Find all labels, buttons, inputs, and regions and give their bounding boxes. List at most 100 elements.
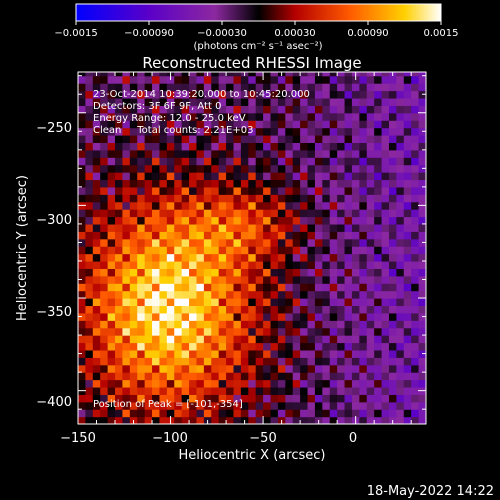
heatmap-cell (418, 223, 426, 232)
heatmap-cell (107, 172, 116, 181)
heatmap-cell (211, 172, 220, 181)
heatmap-cell (85, 349, 94, 358)
heatmap-cell (122, 209, 131, 218)
heatmap-cell (85, 134, 94, 143)
heatmap-cell (314, 127, 323, 136)
heatmap-cell (292, 149, 301, 158)
heatmap-cell (277, 134, 286, 143)
heatmap-cell (255, 372, 264, 381)
heatmap-cell (359, 305, 368, 314)
heatmap-cell (329, 209, 338, 218)
heatmap-cell (344, 157, 353, 166)
heatmap-cell (181, 105, 190, 114)
heatmap-cell (374, 379, 383, 388)
heatmap-cell (159, 157, 168, 166)
heatmap-cell (137, 327, 146, 336)
heatmap-cell (388, 290, 397, 299)
heatmap-cell (78, 75, 87, 84)
heatmap-cell (322, 268, 331, 277)
heatmap-cell (322, 253, 331, 262)
y-tick-label: −300 (36, 213, 72, 228)
heatmap-cell (337, 290, 346, 299)
heatmap-cell (166, 238, 175, 247)
heatmap-cell (152, 149, 161, 158)
heatmap-cell (351, 179, 360, 188)
heatmap-cell (329, 90, 338, 99)
heatmap-cell (218, 357, 227, 366)
y-tick-label: −350 (36, 305, 72, 320)
heatmap-cell (374, 320, 383, 329)
heatmap-cell (411, 120, 420, 129)
heatmap-cell (344, 149, 353, 158)
heatmap-cell (196, 134, 205, 143)
heatmap-cell (129, 246, 138, 255)
heatmap-cell (277, 342, 286, 351)
heatmap-cell (218, 260, 227, 269)
heatmap-cell (381, 201, 390, 210)
heatmap-cell (374, 90, 383, 99)
heatmap-cell (403, 216, 412, 225)
heatmap-cell (263, 90, 272, 99)
heatmap-cell (329, 164, 338, 173)
heatmap-cell (418, 172, 426, 181)
heatmap-cell (85, 260, 94, 269)
heatmap-cell (381, 394, 390, 403)
heatmap-cell (388, 379, 397, 388)
heatmap-cell (129, 127, 138, 136)
heatmap-cell (263, 290, 272, 299)
heatmap-cell (78, 372, 87, 381)
heatmap-cell (388, 194, 397, 203)
heatmap-cell (337, 201, 346, 210)
heatmap-cell (307, 97, 316, 106)
heatmap-cell (144, 201, 153, 210)
heatmap-cell (374, 372, 383, 381)
heatmap-cell (359, 372, 368, 381)
heatmap-cell (307, 253, 316, 262)
heatmap-cell (144, 246, 153, 255)
heatmap-cell (329, 379, 338, 388)
heatmap-cell (329, 312, 338, 321)
heatmap-cell (277, 157, 286, 166)
heatmap-cell (322, 83, 331, 92)
heatmap-cell (115, 394, 124, 403)
heatmap-cell (122, 127, 131, 136)
heatmap-cell (181, 409, 190, 418)
heatmap-cell (129, 253, 138, 262)
heatmap-cell (107, 372, 116, 381)
heatmap-cell (248, 305, 257, 314)
heatmap-cell (322, 275, 331, 284)
heatmap-cell (203, 312, 212, 321)
heatmap-cell (381, 231, 390, 240)
heatmap-cell (314, 142, 323, 151)
heatmap-cell (300, 268, 309, 277)
heatmap-cell (107, 298, 116, 307)
heatmap-cell (270, 416, 279, 424)
heatmap-cell (107, 283, 116, 292)
heatmap-cell (300, 320, 309, 329)
heatmap-cell (307, 223, 316, 232)
heatmap-cell (122, 201, 131, 210)
heatmap-cell (270, 409, 279, 418)
heatmap-cell (314, 157, 323, 166)
heatmap-cell (85, 268, 94, 277)
heatmap-cell (396, 201, 405, 210)
heatmap-cell (337, 209, 346, 218)
heatmap-cell (307, 75, 316, 84)
heatmap-cell (263, 112, 272, 121)
heatmap-cell (255, 260, 264, 269)
heatmap-cell (137, 216, 146, 225)
heatmap-cell (211, 238, 220, 247)
heatmap-cell (255, 149, 264, 158)
heatmap-cell (211, 112, 220, 121)
heatmap-cell (115, 105, 124, 114)
heatmap-cell (263, 253, 272, 262)
heatmap-cell (152, 409, 161, 418)
heatmap-cell (418, 416, 426, 424)
heatmap-cell (203, 134, 212, 143)
heatmap-cell (211, 349, 220, 358)
heatmap-cell (381, 327, 390, 336)
heatmap-cell (181, 127, 190, 136)
heatmap-cell (100, 238, 109, 247)
heatmap-cell (107, 386, 116, 395)
heatmap-cell (263, 349, 272, 358)
